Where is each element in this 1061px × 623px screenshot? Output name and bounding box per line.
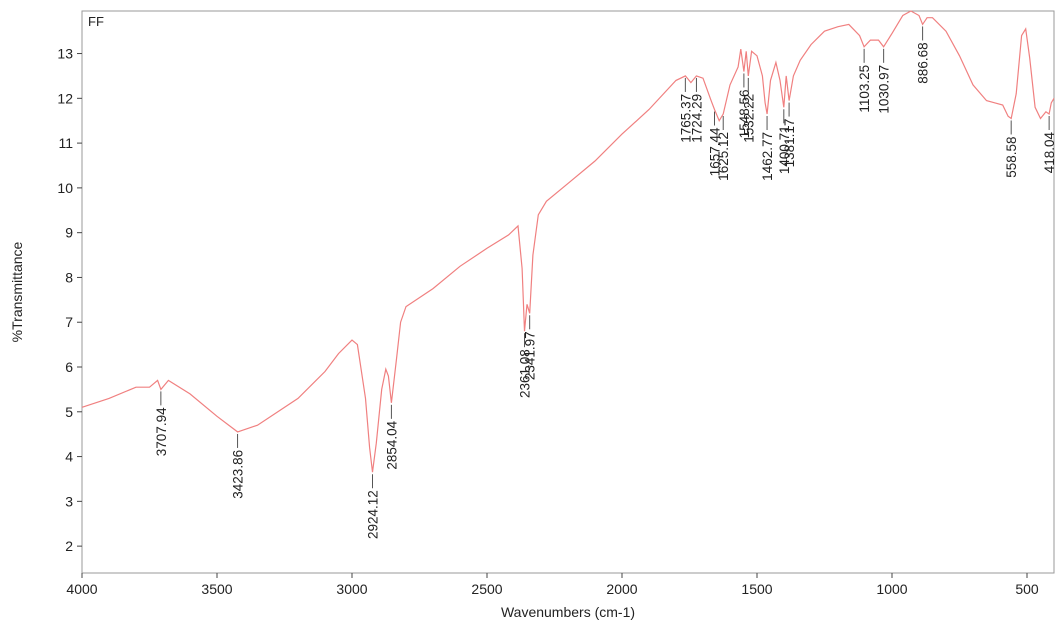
peak-label-1724.29: 1724.29: [689, 94, 704, 143]
peak-label-3707.94: 3707.94: [154, 407, 169, 456]
y-tick-label-10: 10: [57, 180, 73, 196]
x-tick-label-1000: 1000: [876, 581, 907, 597]
x-tick-label-3000: 3000: [336, 581, 367, 597]
y-tick-label-8: 8: [65, 269, 73, 285]
peak-label-1030.97: 1030.97: [877, 65, 892, 114]
peak-label-3423.86: 3423.86: [231, 450, 246, 499]
peak-markers: 3707.943423.862924.122854.042361.082341.…: [154, 26, 1057, 539]
x-axis-title: Wavenumbers (cm-1): [501, 604, 635, 620]
x-tick-label-2000: 2000: [606, 581, 637, 597]
peak-label-558.58: 558.58: [1004, 137, 1019, 178]
peak-label-886.68: 886.68: [916, 42, 931, 83]
x-tick-label-1500: 1500: [741, 581, 772, 597]
peak-label-418.04: 418.04: [1042, 132, 1057, 174]
x-tick-label-500: 500: [1015, 581, 1039, 597]
peak-label-1103.25: 1103.25: [857, 65, 872, 113]
corner-label: FF: [88, 14, 104, 29]
y-tick-label-12: 12: [57, 90, 73, 106]
x-tick-label-4000: 4000: [66, 581, 97, 597]
y-tick-label-3: 3: [65, 493, 73, 509]
peak-label-2854.04: 2854.04: [384, 420, 399, 469]
y-axis-ticks: 2 3 4 5 6 7 8 9 10 11 12 13: [57, 46, 82, 555]
y-tick-label-6: 6: [65, 359, 73, 375]
peak-label-2924.12: 2924.12: [366, 490, 381, 539]
y-tick-label-9: 9: [65, 225, 73, 241]
plot-frame: [82, 11, 1054, 573]
y-tick-label-13: 13: [57, 46, 73, 62]
y-tick-label-4: 4: [65, 449, 73, 465]
spectrum-line: [82, 11, 1054, 472]
y-tick-label-11: 11: [58, 135, 73, 151]
peak-label-1462.77: 1462.77: [760, 132, 775, 181]
x-axis-ticks: 4000 3500 3000 2500 2000 1500 1000 500: [66, 573, 1038, 597]
y-tick-label-7: 7: [65, 314, 73, 330]
y-axis-title: %Transmittance: [9, 241, 25, 342]
peak-label-1381.17: 1381.17: [782, 119, 797, 168]
y-tick-label-2: 2: [65, 538, 73, 554]
peak-label-1532.22: 1532.22: [741, 94, 756, 143]
peak-label-2341.97: 2341.97: [523, 331, 538, 380]
x-tick-label-2500: 2500: [471, 581, 502, 597]
peak-label-1625.12: 1625.12: [716, 132, 731, 181]
y-tick-label-5: 5: [65, 404, 73, 420]
x-tick-label-3500: 3500: [201, 581, 232, 597]
